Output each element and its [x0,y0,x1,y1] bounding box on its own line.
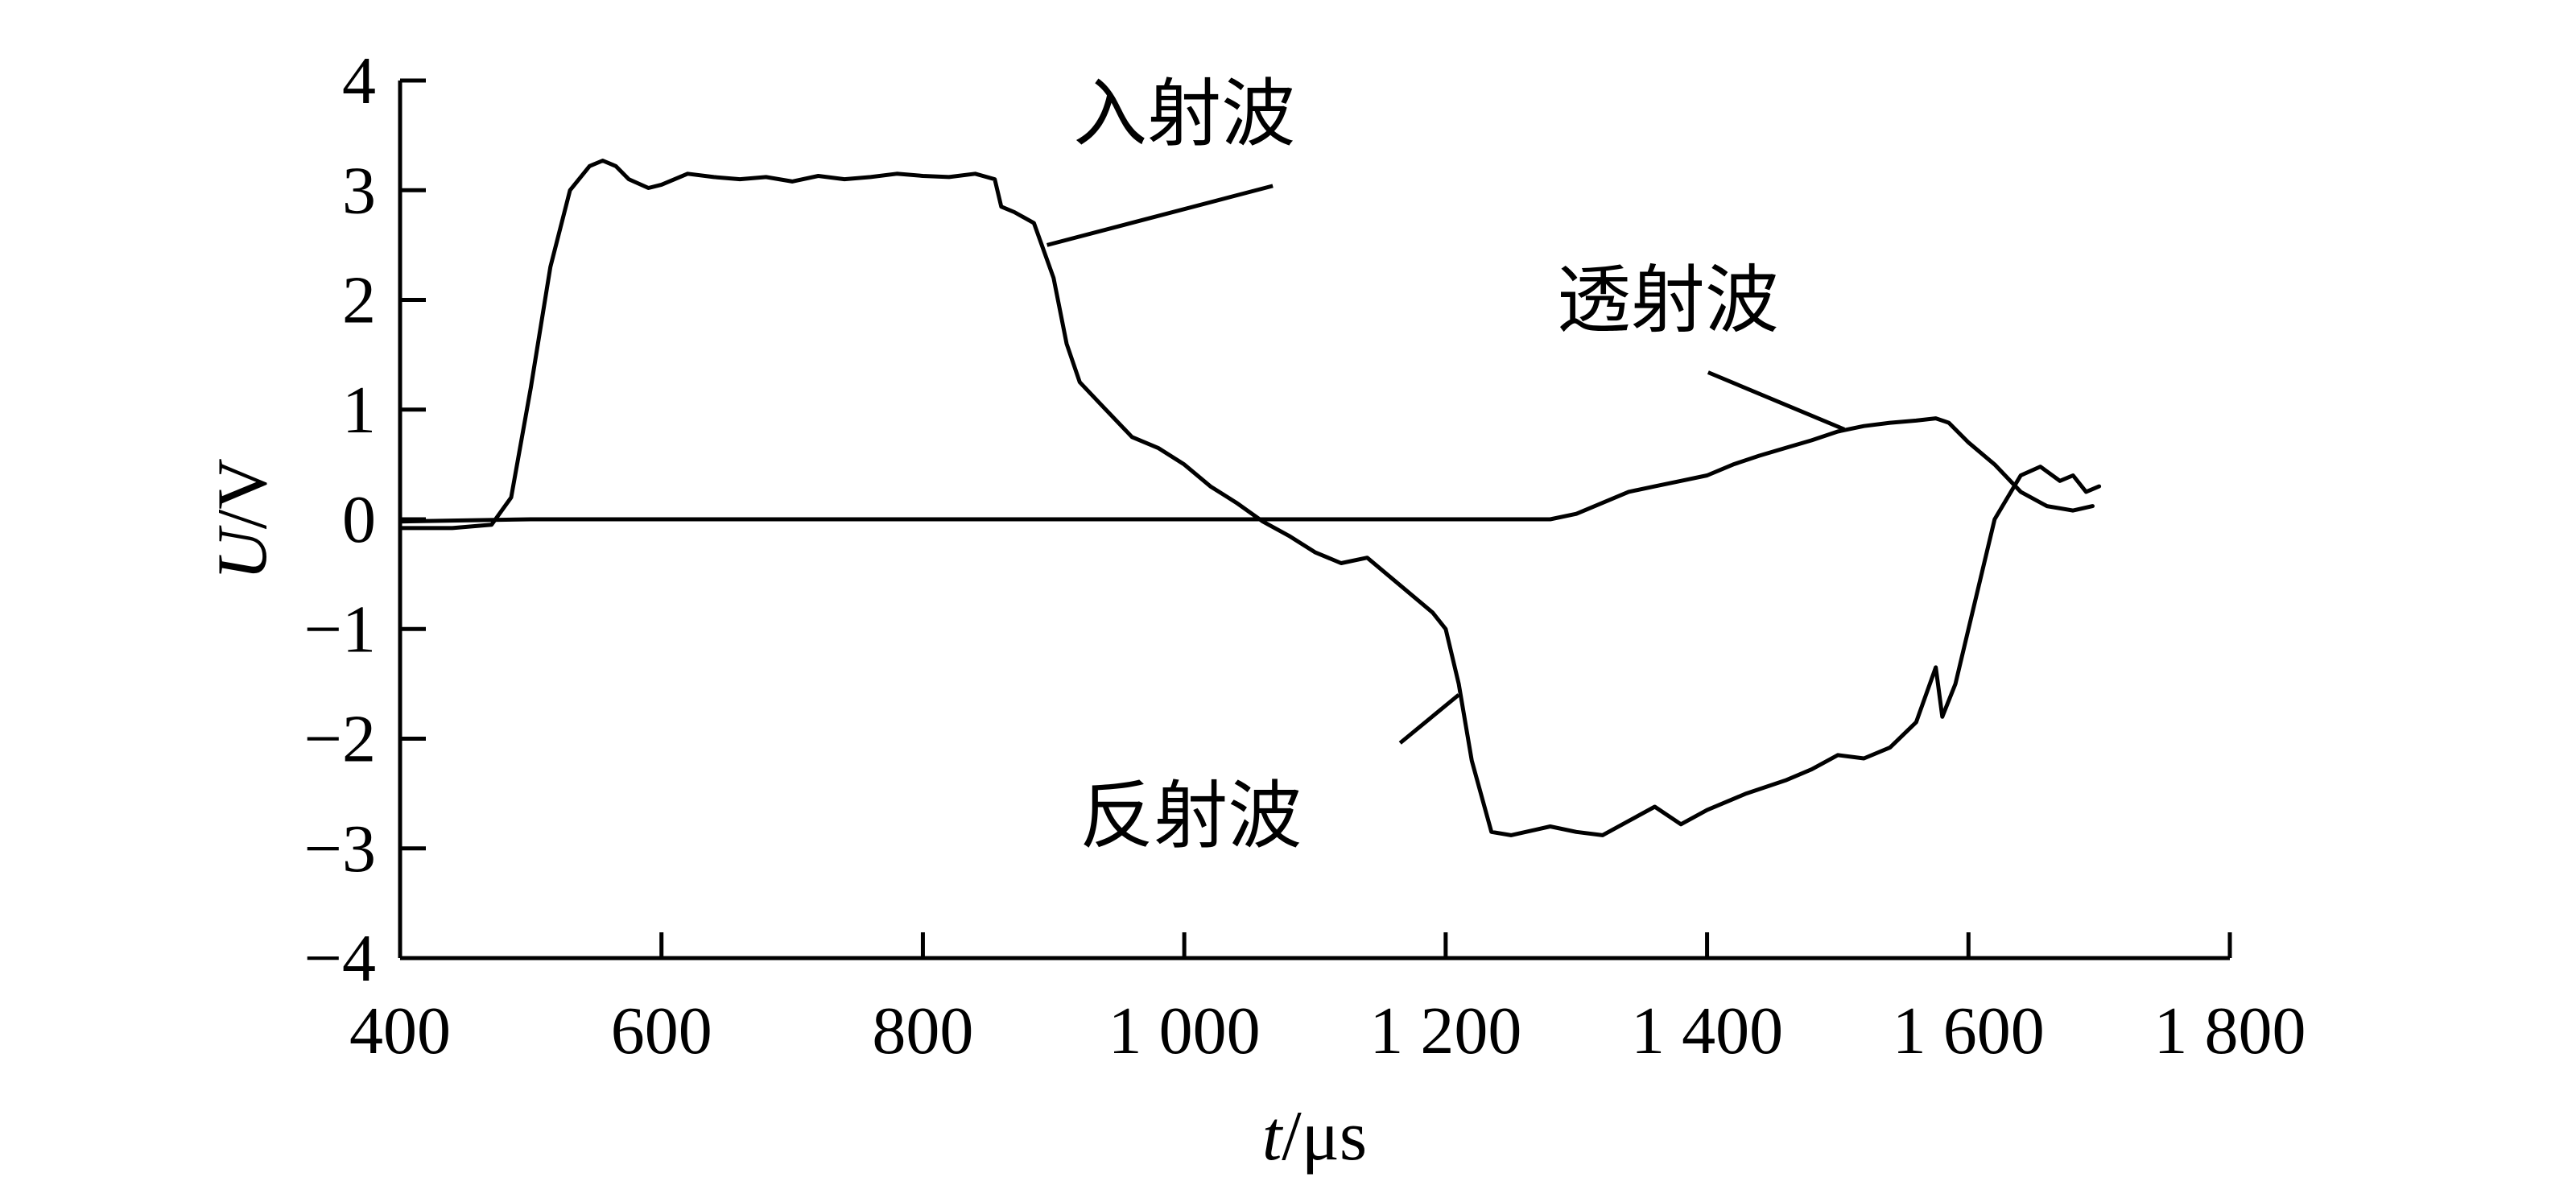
x-tick-label: 600 [611,994,712,1068]
y-tick-label: −4 [304,921,376,996]
series-label: 透射波 [1557,258,1779,344]
y-axis-title-unit: /V [204,458,282,529]
series-line-2 [398,416,2095,524]
series-label: 入射波 [1073,71,1295,157]
x-tick-label: 1 600 [1893,994,2045,1068]
y-tick-label: 4 [342,43,376,118]
x-tick-label: 800 [872,994,973,1068]
series-label-leader [1046,184,1274,247]
x-tick-label: 1 800 [2154,994,2306,1068]
x-axis-title: t/μs [1262,1097,1367,1175]
y-tick-label: −1 [304,592,376,667]
y-tick-label: −3 [304,812,376,886]
series-label: 反射波 [1080,773,1302,859]
series-line-0 [398,159,2102,837]
y-tick-label: 1 [342,373,376,448]
series-group [398,159,2102,837]
y-tick-label: −2 [304,702,376,777]
series-label-leader [1398,693,1460,745]
y-tick-label: 2 [342,263,376,338]
y-axis-title: U/V [204,458,282,580]
x-tick-label: 1 200 [1369,994,1521,1068]
y-ticks: 4 3 2 1 0 −1 −2 −3 −4 [304,43,426,996]
x-tick-label: 1 000 [1108,994,1261,1068]
y-axis-title-var: U [204,525,282,580]
y-tick-label: 0 [342,482,376,557]
x-tick-label: 400 [349,994,451,1068]
x-tick-label: 1 400 [1631,994,1783,1068]
x-axis-title-unit: /μs [1282,1097,1367,1175]
x-ticks: 400 600 800 1 000 1 200 1 400 1 600 1 800 [349,932,2306,1068]
x-axis-title-var: t [1262,1097,1284,1175]
series-label-leader [1707,370,1846,432]
y-tick-label: 3 [342,153,376,228]
